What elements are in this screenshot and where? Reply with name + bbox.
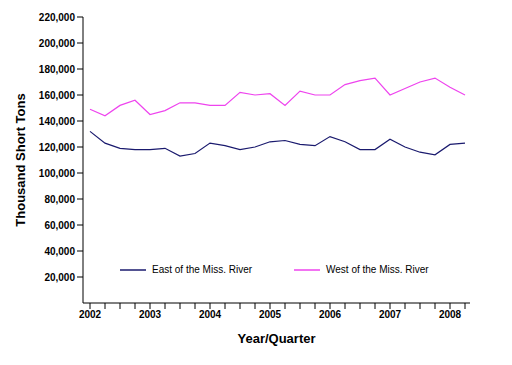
svg-text:60,000: 60,000 [44,220,75,231]
svg-text:2003: 2003 [139,309,162,320]
svg-text:120,000: 120,000 [39,142,76,153]
svg-text:Year/Quarter: Year/Quarter [237,331,315,346]
svg-text:2007: 2007 [379,309,402,320]
svg-text:140,000: 140,000 [39,116,76,127]
svg-text:100,000: 100,000 [39,168,76,179]
html-text:West of the Miss. River: West of the Miss. River [326,264,429,275]
svg-text:220,000: 220,000 [39,12,76,23]
svg-text:20,000: 20,000 [44,272,75,283]
svg-text:40,000: 40,000 [44,246,75,257]
svg-text:2005: 2005 [259,309,282,320]
svg-text:160,000: 160,000 [39,90,76,101]
svg-text:2008: 2008 [439,309,462,320]
svg-text:180,000: 180,000 [39,64,76,75]
svg-text:2006: 2006 [319,309,342,320]
svg-text:2004: 2004 [199,309,222,320]
svg-text:80,000: 80,000 [44,194,75,205]
svg-text:200,000: 200,000 [39,38,76,49]
html-text:East of the Miss. River: East of the Miss. River [152,264,252,275]
svg-text:2002: 2002 [79,309,102,320]
svg-text:Thousand Short Tons: Thousand Short Tons [13,93,28,226]
